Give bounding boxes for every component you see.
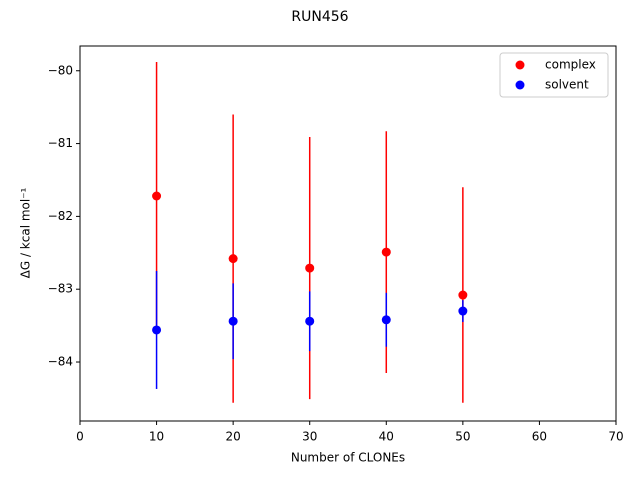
legend-marker xyxy=(515,80,525,90)
x-tick-label: 40 xyxy=(379,430,394,444)
x-axis-label: Number of CLONEs xyxy=(291,451,405,465)
legend-label: complex xyxy=(545,58,596,72)
chart-title: RUN456 xyxy=(291,9,348,25)
legend-label: solvent xyxy=(545,78,589,92)
y-tick-label: −84 xyxy=(48,355,73,369)
y-tick-label: −81 xyxy=(48,136,73,150)
point xyxy=(381,247,391,257)
point xyxy=(152,325,162,335)
plot-frame xyxy=(79,45,617,422)
x-tick-label: 60 xyxy=(532,430,547,444)
y-tick-label: −80 xyxy=(48,63,73,77)
point xyxy=(305,316,315,326)
point xyxy=(228,254,238,264)
point xyxy=(152,191,162,201)
x-tick-label: 10 xyxy=(149,430,164,444)
point xyxy=(228,316,238,326)
point xyxy=(458,306,468,316)
x-tick-label: 0 xyxy=(76,430,84,444)
point xyxy=(458,290,468,300)
x-tick-label: 30 xyxy=(302,430,317,444)
legend-box xyxy=(499,52,609,98)
legend-marker xyxy=(515,60,525,70)
y-axis-label: ΔG / kcal mol⁻¹ xyxy=(19,187,33,278)
y-tick-label: −82 xyxy=(48,209,73,223)
x-tick-label: 50 xyxy=(455,430,470,444)
x-tick-label: 20 xyxy=(226,430,241,444)
point xyxy=(381,315,391,325)
point xyxy=(305,263,315,273)
x-tick-label: 70 xyxy=(608,430,623,444)
y-tick-label: −83 xyxy=(48,282,73,296)
